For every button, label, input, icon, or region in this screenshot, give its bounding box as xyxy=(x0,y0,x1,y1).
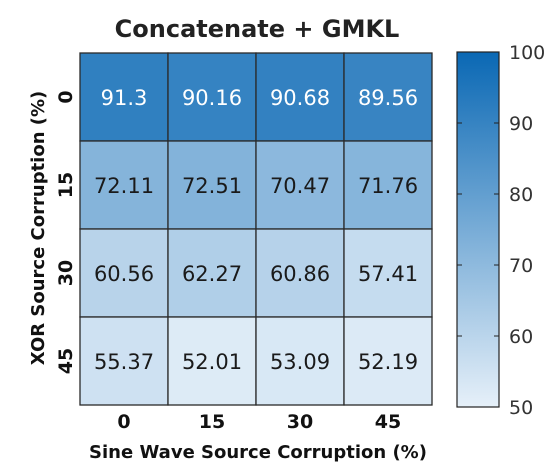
y-tick-label: 0 xyxy=(55,90,77,103)
cell-value-label: 90.68 xyxy=(270,86,330,110)
y-tick-label: 30 xyxy=(55,260,77,286)
heatmap-cell xyxy=(343,140,433,230)
cell-value-label: 52.01 xyxy=(182,350,242,374)
heatmap-cell xyxy=(167,52,257,142)
heatmap-cell xyxy=(79,316,169,406)
colorbar-tick-label: 80 xyxy=(509,184,533,206)
cell-value-label: 60.86 xyxy=(270,262,330,286)
y-tick-label: 15 xyxy=(55,172,77,198)
cell-value-label: 90.16 xyxy=(182,86,242,110)
cell-value-label: 72.11 xyxy=(94,174,154,198)
cell-value-label: 71.76 xyxy=(358,174,418,198)
cell-value-label: 55.37 xyxy=(94,350,154,374)
heatmap-cell xyxy=(343,316,433,406)
cell-value-label: 72.51 xyxy=(182,174,242,198)
y-axis-ticks: 0 15 30 45 xyxy=(55,90,77,374)
colorbar-tick-label: 70 xyxy=(509,255,533,277)
colorbar-ticks: 100 90 80 70 60 50 xyxy=(457,42,545,419)
heatmap-cell xyxy=(167,140,257,230)
heatmap-cell xyxy=(167,228,257,318)
heatmap-cell xyxy=(255,52,345,142)
cell-value-label: 89.56 xyxy=(358,86,418,110)
cell-value-label: 62.27 xyxy=(182,262,242,286)
colorbar xyxy=(456,51,500,408)
heatmap-cell xyxy=(167,316,257,406)
x-axis-label: Sine Wave Source Corruption (%) xyxy=(89,442,427,463)
cell-value-label: 70.47 xyxy=(270,174,330,198)
x-tick-label: 30 xyxy=(287,411,313,433)
cell-value-label: 52.19 xyxy=(358,350,418,374)
cell-value-label: 60.56 xyxy=(94,262,154,286)
colorbar-tick-label: 50 xyxy=(509,397,533,419)
x-axis-ticks: 0 15 30 45 xyxy=(117,411,401,433)
cell-value-label: 91.3 xyxy=(101,86,148,110)
colorbar-tick-label: 60 xyxy=(509,326,533,348)
x-tick-label: 0 xyxy=(117,411,130,433)
heatmap-cells: 91.3 90.16 90.68 89.56 72.11 72.51 70.47 71.76 6… xyxy=(79,52,433,406)
heatmap-cell xyxy=(79,52,169,142)
y-axis-label: XOR Source Corruption (%) xyxy=(28,91,49,366)
heatmap-cell xyxy=(343,52,433,142)
colorbar-tick-label: 100 xyxy=(509,42,545,64)
chart-title: Concatenate + GMKL xyxy=(115,15,400,43)
heatmap-cell xyxy=(343,228,433,318)
cell-value-label: 53.09 xyxy=(270,350,330,374)
x-tick-label: 45 xyxy=(375,411,401,433)
y-tick-label: 45 xyxy=(55,348,77,374)
x-tick-label: 15 xyxy=(199,411,225,433)
colorbar-tick-label: 90 xyxy=(509,113,533,135)
cell-value-label: 57.41 xyxy=(358,262,418,286)
